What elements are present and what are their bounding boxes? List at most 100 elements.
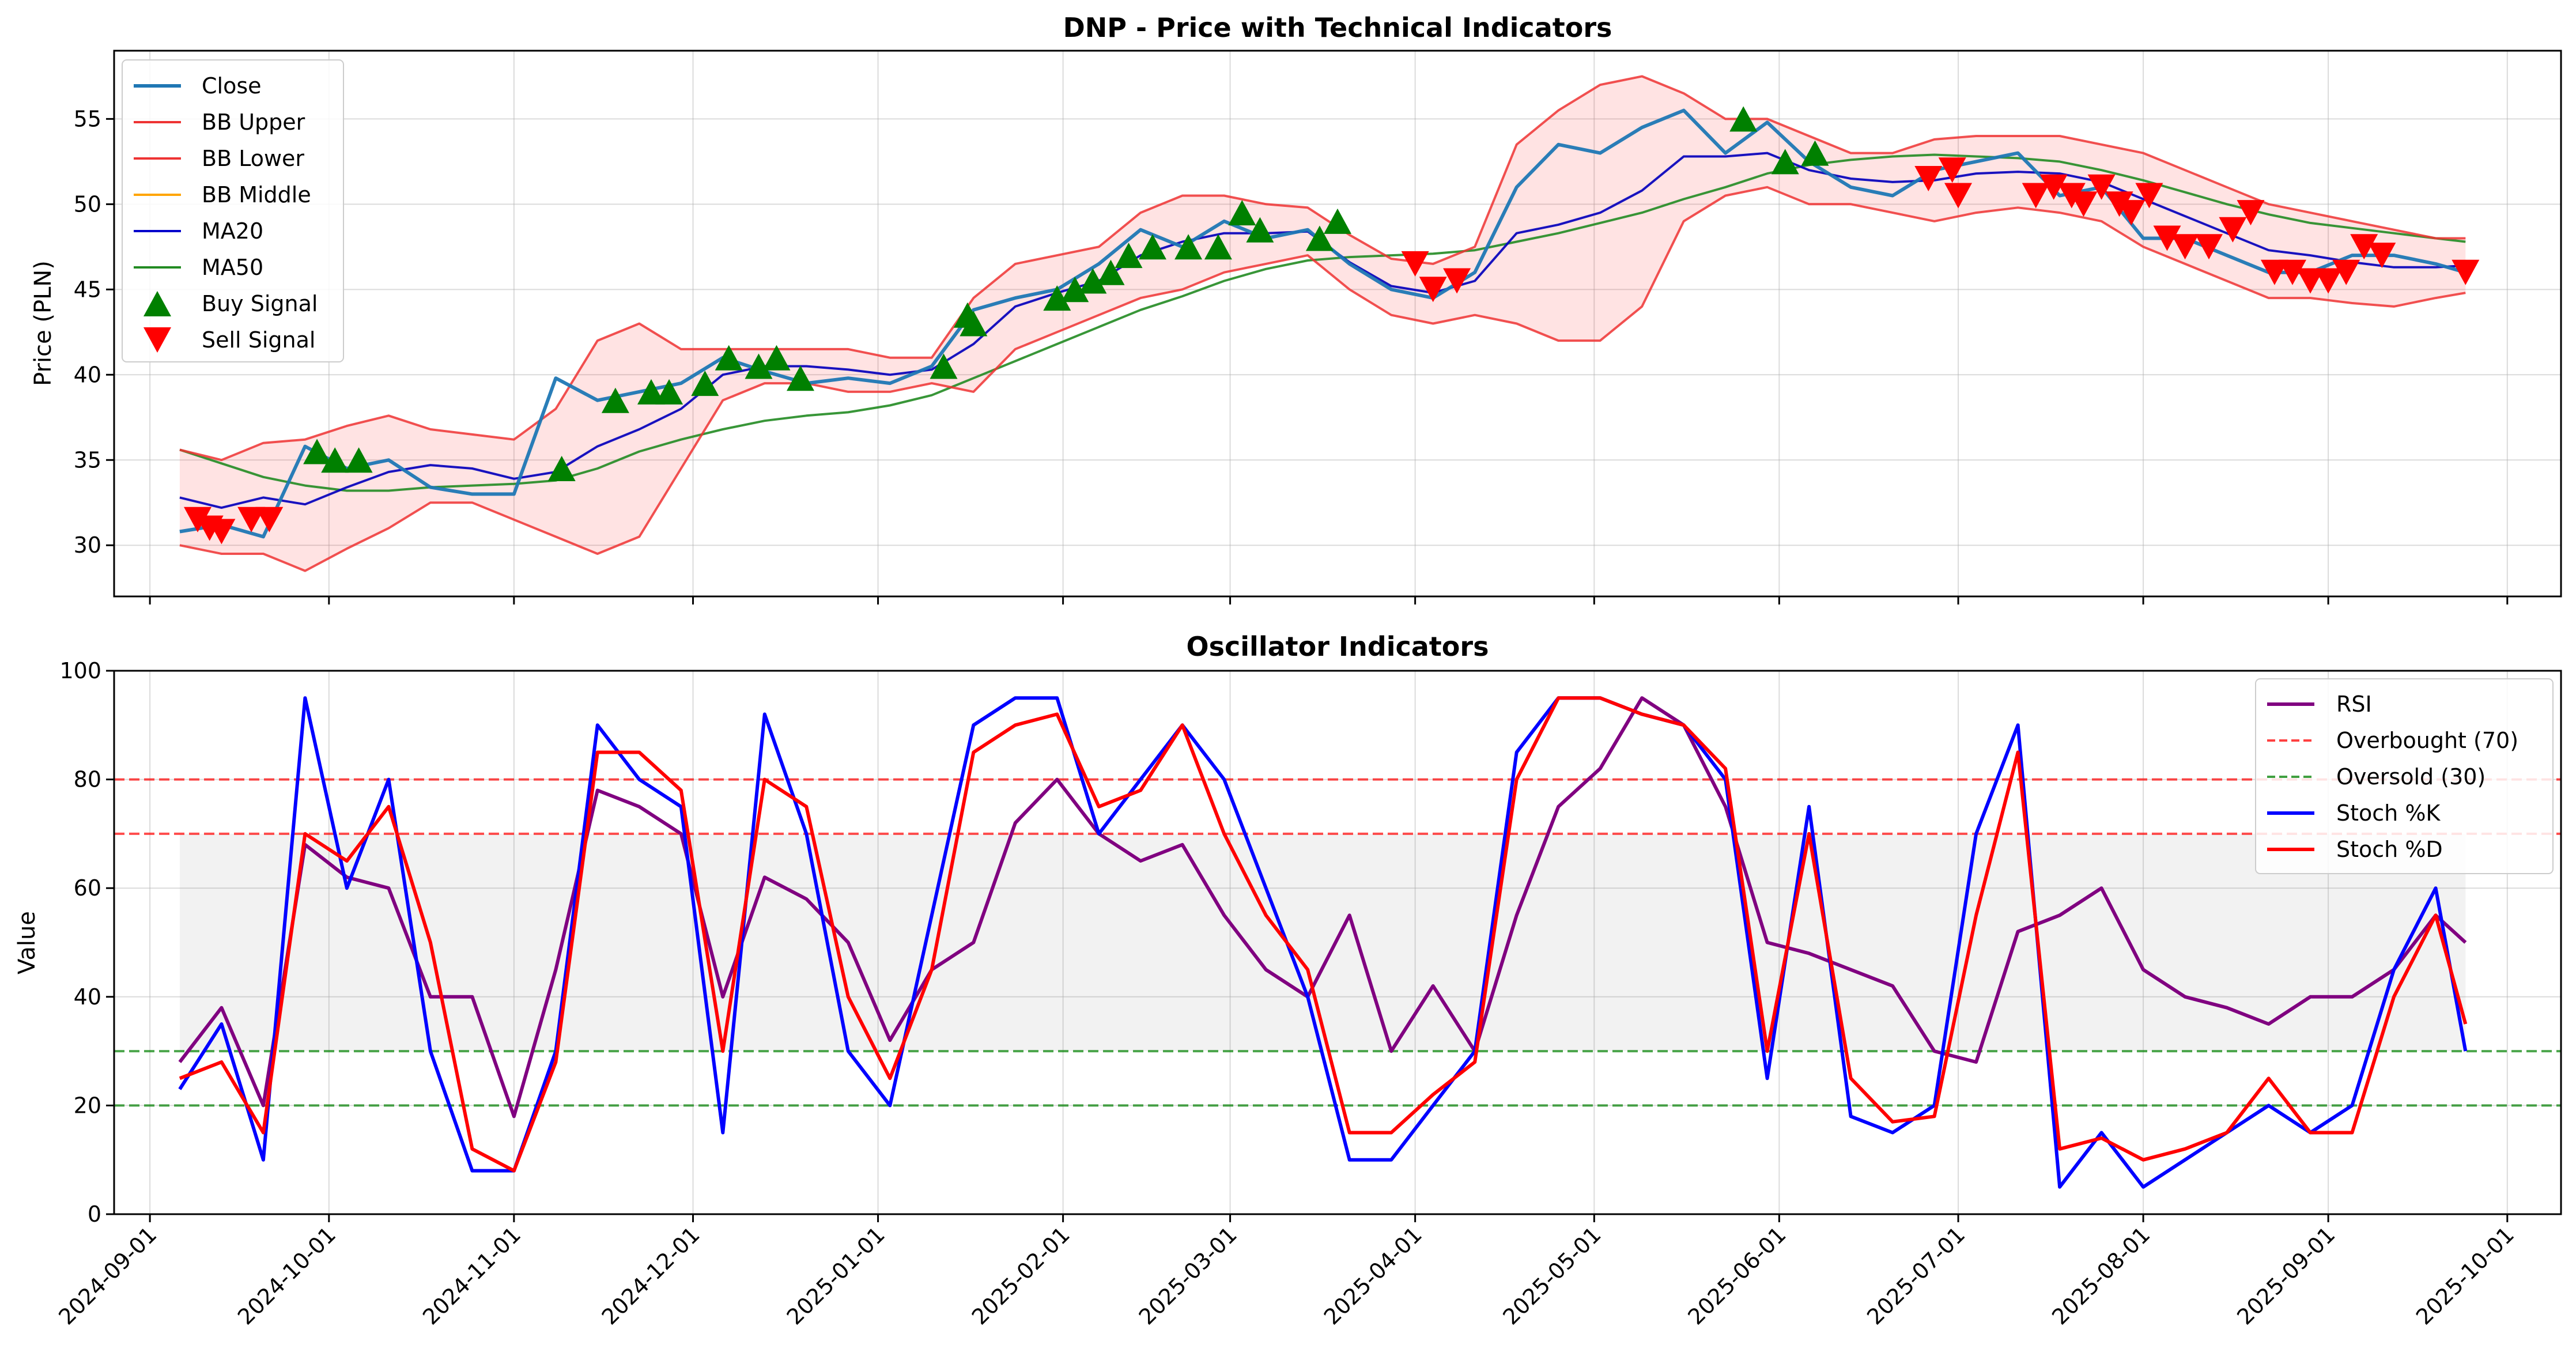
sell-signal-marker (255, 507, 284, 532)
p2-ytick-label: 20 (74, 1093, 101, 1118)
oscillator-y-axis-label: Value (14, 911, 40, 974)
sell-signal-marker (1938, 157, 1966, 183)
legend-entry-label: BB Lower (202, 146, 304, 171)
buy-signal-marker (1043, 285, 1071, 311)
oscillator-chart-title: Oscillator Indicators (1187, 631, 1489, 662)
buy-signal-marker (1079, 268, 1107, 294)
sell-signal-marker (2314, 268, 2343, 294)
sell-signal-marker (1443, 268, 1471, 294)
rsi-line (178, 696, 2467, 1119)
legend-entry-label: Sell Signal (202, 327, 315, 353)
price-chart-title: DNP - Price with Technical Indicators (1063, 12, 1612, 43)
price-panel: 30 35 40 45 50 55 DNP - Price with Technical … (30, 12, 2562, 604)
buy-signal-marker (691, 371, 719, 396)
buy-signal-marker (303, 439, 331, 464)
buy-signal-marker (321, 447, 349, 473)
buy-signal-marker (1324, 208, 1351, 234)
buy-signal-marker (762, 345, 791, 371)
buy-signal-marker (1729, 106, 1758, 132)
p1-ytick-label: 30 (74, 532, 101, 558)
buy-signal-marker (930, 353, 958, 379)
legend-entry-label: Stoch %K (2336, 800, 2441, 826)
p1-ytick-label: 35 (74, 447, 101, 473)
sell-signal-marker (2105, 191, 2133, 217)
buy-signal-marker (960, 311, 988, 337)
sell-signal-marker (1419, 277, 1447, 303)
buy-signal-marker (1097, 259, 1125, 285)
sell-signal-marker (2350, 234, 2378, 260)
neutral-zone-fill (179, 833, 2466, 1052)
buy-signal-legend-icon (143, 291, 171, 316)
legend-entry-label: Close (202, 73, 262, 99)
sell-signal-marker (2195, 234, 2223, 260)
buy-signal-marker (345, 447, 373, 473)
price-y-axis-label: Price (PLN) (30, 260, 56, 386)
sell-signal-marker (1944, 183, 1972, 209)
legend-entry-label: MA20 (202, 218, 263, 244)
sell-signal-marker (2087, 174, 2116, 200)
price-legend-box (122, 59, 344, 362)
sell-signal-marker (2260, 259, 2288, 285)
legend-entry-label: MA50 (202, 255, 263, 280)
p1-ytick-label: 55 (74, 106, 101, 131)
buy-signal-marker (1174, 234, 1203, 260)
legend-entry-label: RSI (2336, 692, 2372, 717)
sell-signal-legend-icon (143, 327, 171, 353)
p2-ytick-label: 40 (74, 984, 101, 1010)
sell-signal-marker (2135, 183, 2163, 209)
p2-ytick-label: 0 (88, 1201, 101, 1227)
buy-signal-marker (547, 456, 576, 481)
buy-signal-marker (787, 365, 814, 391)
stoch-d-line (179, 696, 2468, 1173)
oscillator-panel-frame (113, 670, 2562, 1215)
p2-ytick-label: 60 (74, 875, 101, 901)
legend-entry-label: BB Middle (202, 182, 311, 207)
buy-signal-marker (745, 353, 773, 379)
sell-signal-marker (2117, 200, 2146, 226)
sell-signal-marker (2237, 200, 2265, 226)
bollinger-band-fill (179, 76, 2466, 571)
buy-signal-marker (715, 345, 743, 371)
price-legend: Close BB Upper BB Lower BB Middle MA20 MA50 Bu… (122, 59, 344, 362)
legend-entry-label: BB Upper (202, 109, 305, 135)
p2-ytick-label: 80 (74, 767, 101, 792)
sell-signal-marker (1401, 251, 1429, 277)
buy-signal-marker (601, 387, 629, 413)
sell-signal-marker (2022, 183, 2050, 209)
sell-signal-marker (2297, 268, 2324, 294)
oscillator-legend-box (2255, 678, 2554, 874)
sell-signal-marker (2153, 225, 2181, 251)
bb-upper-line (179, 75, 2466, 462)
oscillator-legend: RSI Overbought (70) Oversold (30) Stoch %K S… (2255, 678, 2554, 874)
price-panel-frame (113, 50, 2562, 598)
buy-signal-marker (1061, 277, 1089, 303)
p1-ytick-label: 45 (74, 277, 101, 302)
buy-signal-marker (1139, 234, 1166, 260)
legend-entry-label: Buy Signal (202, 291, 318, 316)
sell-signal-marker (184, 507, 211, 532)
buy-signal-marker (1771, 149, 1799, 175)
buy-signal-marker (1204, 234, 1232, 260)
buy-signal-marker (655, 379, 683, 405)
buy-signal-marker (1115, 243, 1143, 269)
sell-signal-marker (2452, 259, 2480, 285)
sell-signal-marker (2069, 191, 2098, 217)
legend-entry-label: Stoch %D (2336, 837, 2443, 862)
sell-signal-marker (2219, 217, 2247, 243)
sell-signal-marker (207, 519, 236, 545)
sell-signal-marker (2332, 259, 2360, 285)
p2-ytick-label: 100 (59, 658, 101, 683)
p1-ytick-label: 40 (74, 362, 101, 387)
sell-signal-marker (2039, 174, 2068, 200)
sell-signal-marker (1914, 166, 1943, 191)
sell-signal-marker (237, 507, 266, 532)
buy-signal-marker (1246, 217, 1274, 243)
legend-entry-label: Overbought (70) (2336, 728, 2518, 753)
buy-signal-marker (1801, 140, 1829, 166)
bb-lower-line (179, 186, 2466, 572)
sell-signal-marker (2368, 243, 2396, 269)
buy-signal-marker (637, 379, 665, 405)
sell-signal-marker (2279, 259, 2306, 285)
p1-ytick-label: 50 (74, 191, 101, 217)
